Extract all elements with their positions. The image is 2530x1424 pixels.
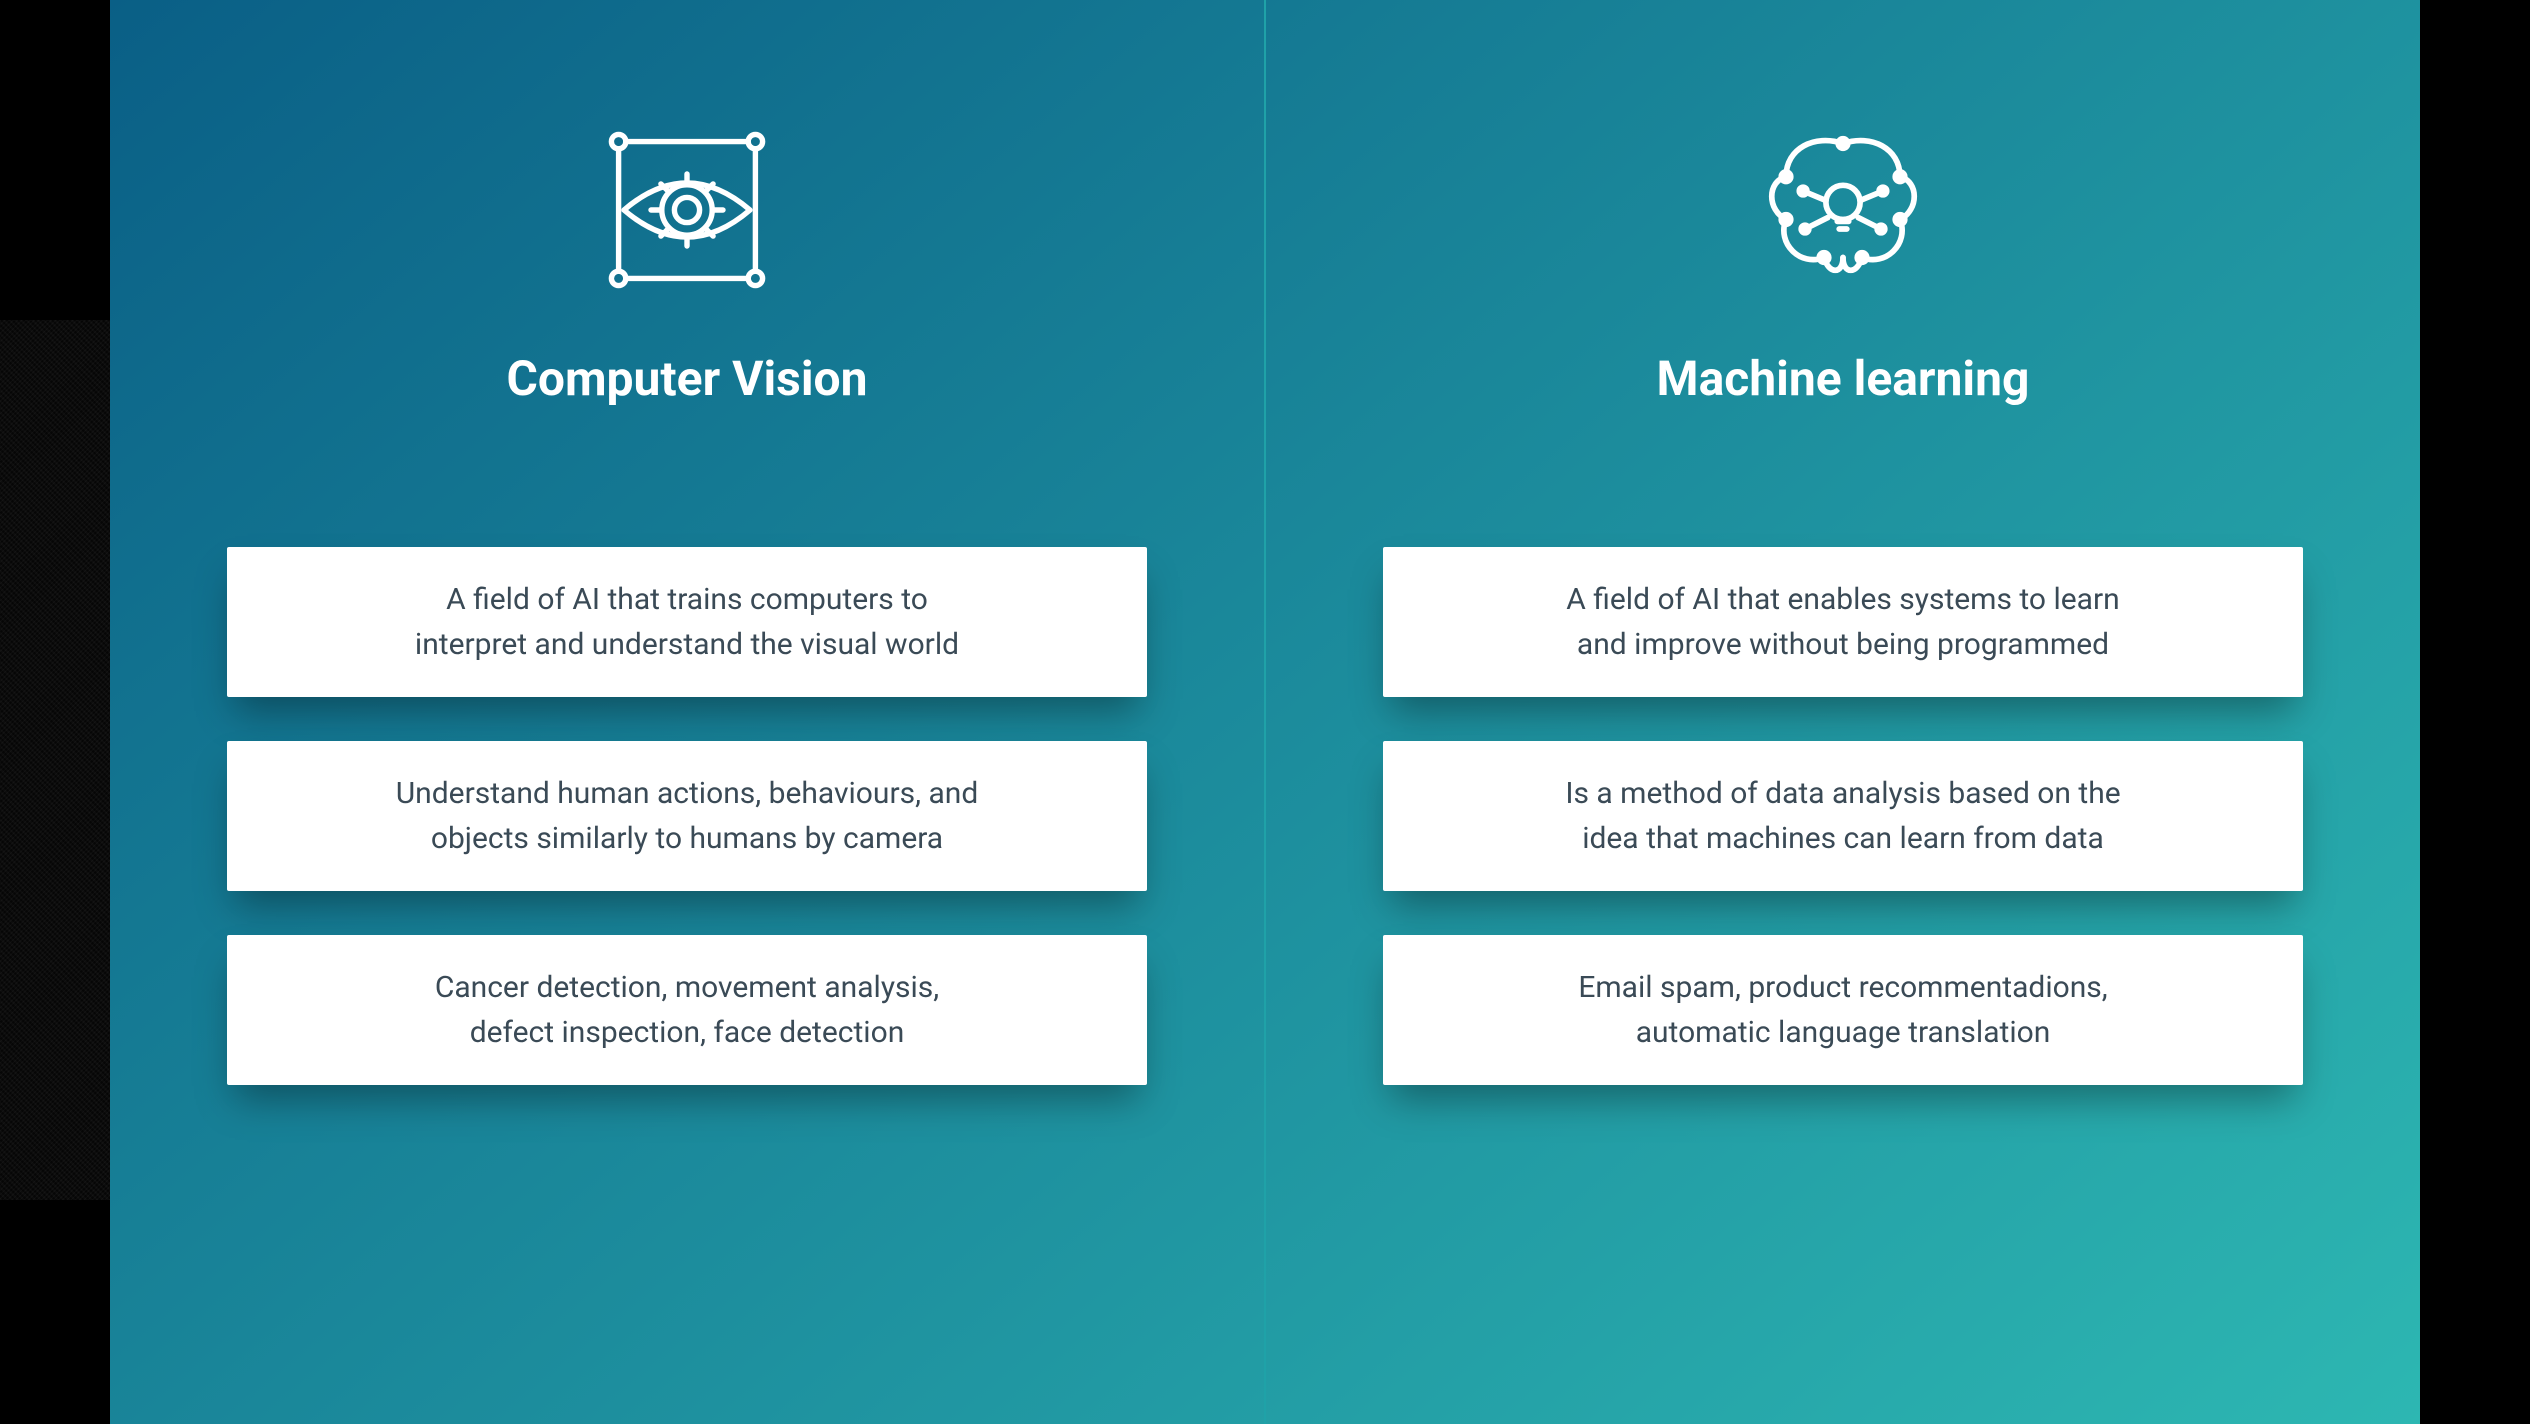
card-line: Understand human actions, behaviours, an… bbox=[267, 771, 1107, 816]
list-item: Email spam, product recommentadions, aut… bbox=[1383, 935, 2303, 1085]
list-item: A field of AI that trains computers to i… bbox=[227, 547, 1147, 697]
list-item: Cancer detection, movement analysis, def… bbox=[227, 935, 1147, 1085]
noise-sidebar bbox=[0, 320, 110, 1200]
card-line: defect inspection, face detection bbox=[267, 1010, 1107, 1055]
card-line: Email spam, product recommentadions, bbox=[1423, 965, 2263, 1010]
card-line: automatic language translation bbox=[1423, 1010, 2263, 1055]
card-line: interpret and understand the visual worl… bbox=[267, 622, 1107, 667]
card-line: A field of AI that trains computers to bbox=[267, 577, 1107, 622]
card-line: objects similarly to humans by camera bbox=[267, 816, 1107, 861]
card-line: Cancer detection, movement analysis, bbox=[267, 965, 1107, 1010]
right-title: Machine learning bbox=[1657, 350, 2030, 407]
infographic-canvas: Computer Vision A field of AI that train… bbox=[0, 0, 2530, 1424]
left-title: Computer Vision bbox=[506, 350, 867, 407]
list-item: A field of AI that enables systems to le… bbox=[1383, 547, 2303, 697]
list-item: Understand human actions, behaviours, an… bbox=[227, 741, 1147, 891]
brain-circuit-icon bbox=[1743, 110, 1943, 310]
card-line: A field of AI that enables systems to le… bbox=[1423, 577, 2263, 622]
card-line: idea that machines can learn from data bbox=[1423, 816, 2263, 861]
right-column: Machine learning A field of AI that enab… bbox=[1266, 0, 2420, 1424]
eye-gear-icon bbox=[587, 110, 787, 310]
card-line: and improve without being programmed bbox=[1423, 622, 2263, 667]
two-column-layout: Computer Vision A field of AI that train… bbox=[110, 0, 2420, 1424]
list-item: Is a method of data analysis based on th… bbox=[1383, 741, 2303, 891]
card-line: Is a method of data analysis based on th… bbox=[1423, 771, 2263, 816]
left-column: Computer Vision A field of AI that train… bbox=[110, 0, 1266, 1424]
